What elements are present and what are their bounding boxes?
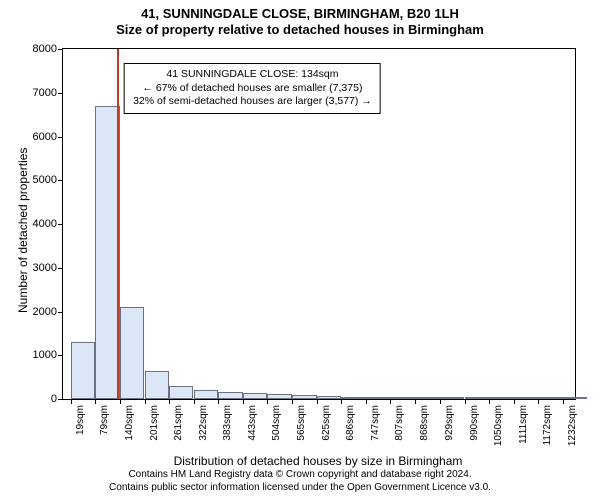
xtick-mark (366, 399, 367, 404)
xtick-mark (489, 399, 490, 404)
xtick-mark (514, 399, 515, 404)
histogram-bar (415, 397, 440, 399)
histogram-bar (465, 397, 490, 399)
marker-line (117, 49, 119, 399)
xtick-mark (292, 399, 293, 404)
xtick-label: 504sqm (271, 405, 282, 451)
xtick-label: 19sqm (75, 405, 86, 451)
histogram-bar (292, 395, 317, 399)
histogram-bar (538, 397, 563, 399)
xtick-label: 1232sqm (567, 405, 578, 451)
ytick-label: 2000 (33, 306, 63, 318)
xtick-mark (194, 399, 195, 404)
histogram-bar (440, 397, 465, 399)
ytick-label: 0 (51, 393, 63, 405)
chart-area: 0 1000 2000 3000 4000 5000 6000 7000 8000 19sqm 79… (0, 0, 600, 500)
annotation-box: 41 SUNNINGDALE CLOSE: 134sqm← 67% of det… (124, 63, 381, 114)
xtick-label: 322sqm (198, 405, 209, 451)
xtick-mark (243, 399, 244, 404)
xtick-mark (169, 399, 170, 404)
plot-area: 01000200030004000500060007000800019sqm79… (62, 48, 576, 400)
xtick-mark (145, 399, 146, 404)
histogram-bar (120, 307, 145, 399)
xtick-label: 625sqm (321, 405, 332, 451)
xtick-mark (120, 399, 121, 404)
xtick-mark (341, 399, 342, 404)
xtick-mark (390, 399, 391, 404)
xtick-label: 747sqm (370, 405, 381, 451)
annotation-line-1: 41 SUNNINGDALE CLOSE: 134sqm (133, 68, 372, 82)
histogram-bar (243, 393, 268, 399)
xtick-mark (95, 399, 96, 404)
xtick-mark (71, 399, 72, 404)
histogram-bar (317, 396, 342, 399)
xtick-label: 79sqm (99, 405, 110, 451)
page-root: 41, SUNNINGDALE CLOSE, BIRMINGHAM, B20 1… (0, 0, 600, 500)
xtick-mark (563, 399, 564, 404)
xtick-mark (415, 399, 416, 404)
annotation-line-2: ← 67% of detached houses are smaller (7,… (133, 82, 372, 96)
ytick-label: 1000 (33, 349, 63, 361)
xtick-mark (267, 399, 268, 404)
histogram-bar (145, 371, 170, 399)
xtick-label: 929sqm (444, 405, 455, 451)
histogram-bar (194, 390, 219, 399)
histogram-bar (514, 397, 539, 399)
histogram-bar (341, 397, 366, 399)
histogram-bar (218, 392, 243, 399)
histogram-bar (71, 342, 96, 399)
annotation-line-3: 32% of semi-detached houses are larger (… (133, 95, 372, 109)
xtick-label: 201sqm (149, 405, 160, 451)
footer-attribution: Contains HM Land Registry data © Crown c… (0, 468, 600, 494)
ytick-label: 8000 (33, 43, 63, 55)
ytick-label: 5000 (33, 174, 63, 186)
histogram-bar (267, 394, 292, 399)
footer-line-2: Contains public sector information licen… (0, 481, 600, 494)
xtick-label: 1111sqm (518, 405, 529, 451)
histogram-bar (390, 397, 415, 399)
ytick-label: 3000 (33, 262, 63, 274)
xtick-label: 261sqm (173, 405, 184, 451)
xtick-label: 686sqm (345, 405, 356, 451)
xtick-label: 140sqm (124, 405, 135, 451)
x-axis-label: Distribution of detached houses by size … (62, 454, 574, 468)
footer-line-1: Contains HM Land Registry data © Crown c… (0, 468, 600, 481)
xtick-label: 1050sqm (493, 405, 504, 451)
xtick-mark (440, 399, 441, 404)
ytick-label: 4000 (33, 218, 63, 230)
xtick-mark (317, 399, 318, 404)
xtick-label: 868sqm (419, 405, 430, 451)
xtick-label: 443sqm (247, 405, 258, 451)
xtick-label: 565sqm (296, 405, 307, 451)
histogram-bar (563, 397, 588, 399)
ytick-label: 6000 (33, 131, 63, 143)
ytick-label: 7000 (33, 87, 63, 99)
histogram-bar (169, 386, 194, 399)
histogram-bar (366, 397, 391, 399)
xtick-label: 990sqm (469, 405, 480, 451)
y-axis-label: Number of detached properties (16, 148, 30, 313)
xtick-mark (465, 399, 466, 404)
xtick-mark (538, 399, 539, 404)
xtick-label: 1172sqm (542, 405, 553, 451)
xtick-label: 807sqm (394, 405, 405, 451)
xtick-mark (218, 399, 219, 404)
histogram-bar (95, 106, 120, 399)
histogram-bar (489, 397, 514, 399)
xtick-label: 383sqm (222, 405, 233, 451)
